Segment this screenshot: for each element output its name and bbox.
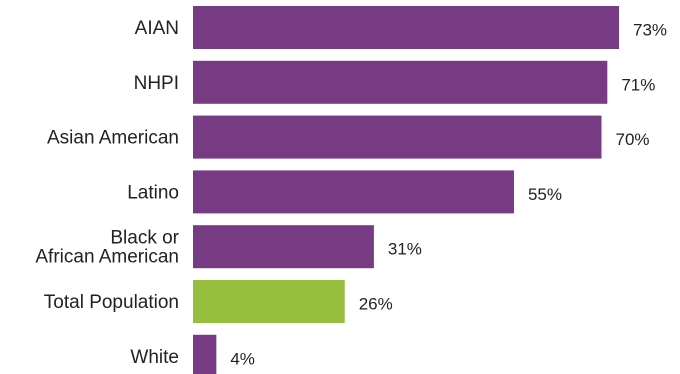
bar-nhpi xyxy=(193,60,608,104)
value-label-white: 4% xyxy=(230,349,255,368)
bar-total-population xyxy=(193,280,345,323)
bars-group xyxy=(193,6,619,374)
category-label-line: Asian American xyxy=(47,128,179,149)
category-label-nhpi: NHPI xyxy=(134,73,179,94)
category-label-line: African American xyxy=(35,247,179,268)
bar-white xyxy=(193,334,217,374)
category-label-white: White xyxy=(130,347,179,368)
bar-aian xyxy=(193,6,619,49)
value-labels-group: 73% 71% 70% 55% 31% 26% 4% xyxy=(230,21,667,369)
category-label-aian: AIAN xyxy=(135,18,179,39)
value-label-nhpi: 71% xyxy=(621,75,655,94)
bar-black-or-african-american xyxy=(193,225,374,269)
category-label-line: Total Population xyxy=(44,292,179,313)
bar-asian-american xyxy=(193,115,602,159)
category-label-latino: Latino xyxy=(127,182,179,203)
value-label-aian: 73% xyxy=(633,21,667,40)
value-label-asian-american: 70% xyxy=(615,130,649,149)
category-label-line: White xyxy=(130,347,179,368)
category-label-line: Black or xyxy=(110,228,179,249)
value-label-latino: 55% xyxy=(528,185,562,204)
value-label-total-population: 26% xyxy=(359,295,393,314)
category-label-line: Latino xyxy=(127,182,179,203)
bar-latino xyxy=(193,170,514,214)
category-label-line: NHPI xyxy=(134,73,179,94)
category-label-black-or-african-american: Black or African American xyxy=(35,228,179,268)
value-label-black-or-african-american: 31% xyxy=(388,240,422,259)
category-labels-group: AIAN NHPI Asian American Latino Black or Afri… xyxy=(35,18,179,368)
category-label-total-population: Total Population xyxy=(44,292,179,313)
category-label-asian-american: Asian American xyxy=(47,128,179,149)
category-label-line: AIAN xyxy=(135,18,179,39)
